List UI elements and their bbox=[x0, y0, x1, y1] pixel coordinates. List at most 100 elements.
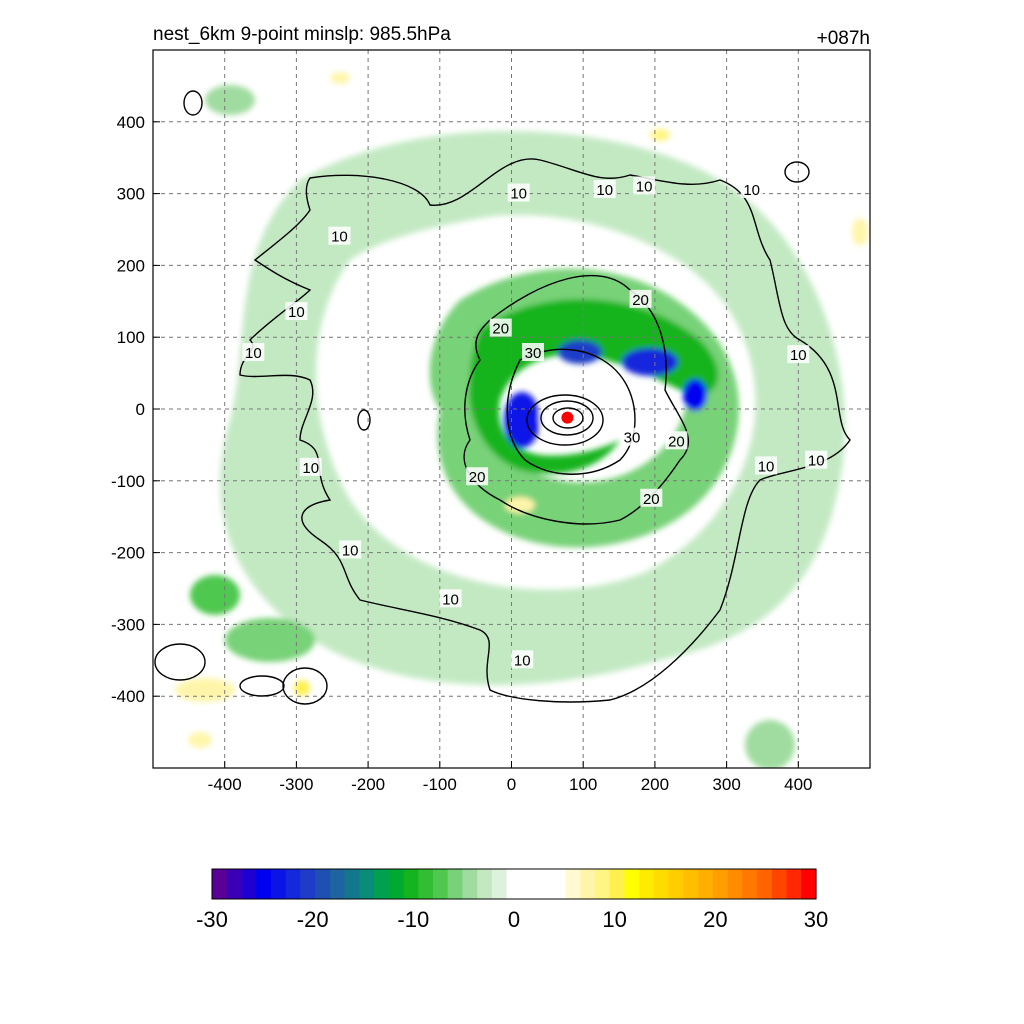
colorbar-swatch bbox=[550, 869, 567, 899]
colorbar-swatch bbox=[771, 869, 788, 899]
colorbar-swatch bbox=[742, 869, 758, 899]
positive-patch-7 bbox=[188, 732, 212, 748]
contour-small-1 bbox=[183, 90, 203, 116]
contour-small-5 bbox=[239, 675, 285, 697]
deep-convection-northeast bbox=[622, 348, 678, 376]
x-tick-label: 100 bbox=[569, 775, 597, 794]
colorbar-swatch bbox=[403, 869, 419, 899]
contour-label: 10 bbox=[331, 229, 348, 246]
contour-label: 10 bbox=[790, 347, 807, 364]
colorbar-swatch bbox=[801, 869, 817, 899]
x-tick-label: -100 bbox=[423, 775, 457, 794]
contour-label-bg bbox=[633, 176, 656, 195]
colorbar-tick-label: 20 bbox=[703, 907, 727, 932]
contour-label: 10 bbox=[510, 186, 527, 203]
southwest-band-1 bbox=[190, 575, 240, 615]
colorbar-swatch bbox=[212, 869, 228, 899]
inner-eyewall bbox=[469, 299, 719, 474]
colorbar-swatch bbox=[653, 869, 670, 899]
contour-label-bg bbox=[242, 342, 265, 361]
x-tick-label: 0 bbox=[507, 775, 516, 794]
contour-label-bg bbox=[507, 183, 530, 202]
colorbar-swatch bbox=[491, 869, 508, 899]
contour-label: 10 bbox=[302, 460, 319, 477]
colorbar-swatch bbox=[256, 869, 272, 899]
colorbar-swatches bbox=[212, 869, 817, 899]
contour-label: 10 bbox=[245, 345, 262, 362]
colorbar-swatch bbox=[757, 869, 773, 899]
x-tick-label: -200 bbox=[351, 775, 385, 794]
colorbar-tick-label: -10 bbox=[397, 907, 429, 932]
colorbar-swatch bbox=[462, 869, 478, 899]
contour-label: 10 bbox=[596, 182, 613, 199]
colorbar-swatch bbox=[609, 869, 626, 899]
colorbar-tick-labels: -30 -20 -10 0 10 20 30 bbox=[196, 907, 828, 932]
colorbar-swatch bbox=[285, 869, 301, 899]
colorbar-swatch bbox=[447, 869, 464, 899]
contour-label-bg bbox=[665, 431, 688, 450]
colorbar-swatch bbox=[329, 869, 346, 899]
contour-label: 10 bbox=[743, 182, 760, 199]
contour-small-3 bbox=[357, 409, 371, 431]
colorbar-swatch bbox=[624, 869, 640, 899]
positive-patch-2 bbox=[505, 497, 535, 513]
contour-label: 20 bbox=[668, 433, 685, 450]
y-tick-label: 400 bbox=[117, 113, 145, 132]
y-tick-label: 0 bbox=[136, 400, 145, 419]
contour-label-bg bbox=[640, 488, 663, 507]
contour-labels: 10 10 10 10 10 10 10 10 10 10 10 10 10 10 20 20 20 20 20 30… bbox=[242, 176, 828, 669]
positive-patch-1 bbox=[175, 678, 235, 702]
deep-convection-west bbox=[504, 392, 540, 448]
forecast-hour-label: +087h bbox=[817, 28, 870, 49]
south-band bbox=[745, 720, 795, 768]
storm-center-marker bbox=[561, 411, 574, 424]
colorbar-tick-label: -20 bbox=[297, 907, 329, 932]
colorbar-swatch bbox=[359, 869, 375, 899]
contour-label: 10 bbox=[514, 652, 531, 669]
colorbar-tick-label: 30 bbox=[804, 907, 828, 932]
y-tick-label: -100 bbox=[111, 472, 145, 491]
plot-title: nest_6km 9-point minslp: 985.5hPa bbox=[153, 24, 451, 45]
contour-label-bg bbox=[593, 180, 616, 199]
colorbar-swatch bbox=[388, 869, 405, 899]
contour-inner-2 bbox=[540, 400, 594, 436]
northwest-band bbox=[205, 85, 255, 115]
contour-label-bg bbox=[511, 650, 534, 669]
colorbar-swatch bbox=[521, 869, 537, 899]
colorbar-swatch bbox=[344, 869, 360, 899]
y-tick-label: -200 bbox=[111, 544, 145, 563]
contour-label: 10 bbox=[636, 178, 653, 195]
contour-label-bg bbox=[489, 318, 512, 337]
colorbar-frame bbox=[211, 868, 817, 900]
colorbar-swatch bbox=[315, 869, 331, 899]
contour-label: 10 bbox=[288, 304, 305, 321]
contour-label: 20 bbox=[492, 321, 509, 338]
contour-inner-1 bbox=[526, 394, 604, 446]
colorbar-swatch bbox=[477, 869, 493, 899]
contour-small-6 bbox=[154, 643, 206, 681]
southwest-band-2 bbox=[225, 618, 315, 662]
plot-area: 10 10 10 10 10 10 10 10 10 10 10 10 10 10 20 20 20 20 20 30… bbox=[153, 50, 870, 768]
positive-patch-6 bbox=[330, 72, 350, 84]
colorbar-swatch bbox=[580, 869, 596, 899]
y-tick-label: -400 bbox=[111, 687, 145, 706]
contour-label-bg bbox=[740, 180, 763, 199]
colorbar-swatch bbox=[506, 869, 522, 899]
colorbar-swatch bbox=[712, 869, 729, 899]
contour-label-bg bbox=[466, 467, 489, 486]
deep-convection-north bbox=[558, 340, 602, 364]
y-tick-label: 300 bbox=[117, 185, 145, 204]
contour-label-bg bbox=[328, 226, 351, 245]
x-axis: -400 -300 -200 -100 0 100 200 300 400 bbox=[208, 761, 812, 794]
colorbar-swatch bbox=[668, 869, 685, 899]
x-tick-label: 200 bbox=[641, 775, 669, 794]
colorbar-swatch bbox=[595, 869, 611, 899]
outer-rainband bbox=[220, 131, 845, 685]
contour-label: 20 bbox=[469, 469, 486, 486]
contour-inner-3 bbox=[552, 407, 584, 429]
contour-label-bg bbox=[299, 457, 322, 476]
contour-label: 30 bbox=[624, 430, 641, 447]
x-tick-label: -400 bbox=[208, 775, 242, 794]
colorbar-swatch bbox=[727, 869, 743, 899]
x-tick-label: 400 bbox=[784, 775, 812, 794]
